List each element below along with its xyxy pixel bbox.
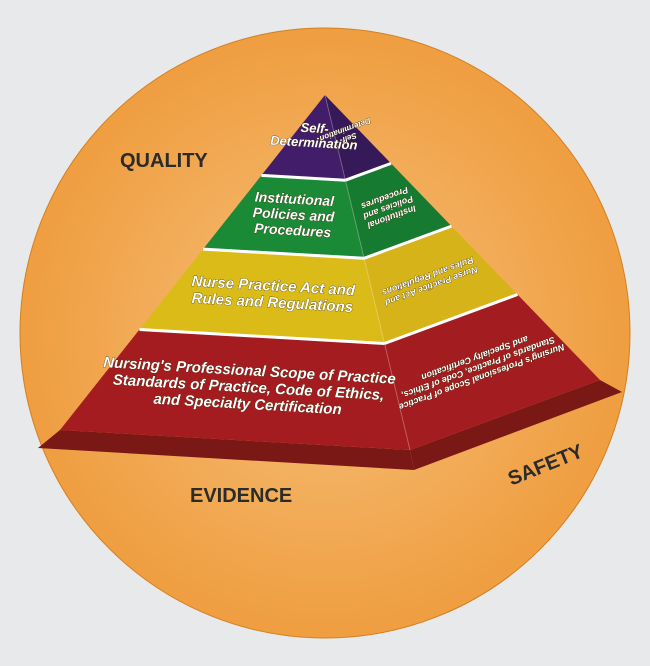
label-evidence: EVIDENCE (190, 485, 292, 508)
diagram-stage: Nursing's Professional Scope of Practice… (0, 0, 650, 666)
label-quality: QUALITY (120, 150, 208, 173)
pyramid-svg: Nursing's Professional Scope of Practice… (0, 0, 650, 666)
tier-front-label-institutional: InstitutionalPolicies andProcedures (251, 188, 336, 240)
